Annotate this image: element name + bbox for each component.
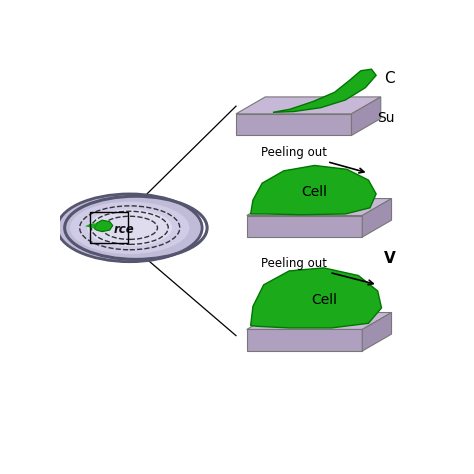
Polygon shape [247, 312, 392, 329]
Polygon shape [94, 220, 113, 232]
Polygon shape [251, 165, 376, 215]
Polygon shape [362, 199, 392, 237]
Polygon shape [273, 69, 376, 112]
Polygon shape [247, 329, 362, 351]
Text: Peeling out: Peeling out [261, 146, 364, 173]
Text: rce: rce [113, 223, 134, 236]
Polygon shape [85, 223, 97, 228]
Polygon shape [236, 97, 381, 114]
Text: Su: Su [377, 110, 394, 125]
Text: Cell: Cell [301, 185, 328, 200]
Text: Peeling out: Peeling out [261, 257, 373, 285]
Polygon shape [251, 268, 382, 328]
Polygon shape [236, 114, 352, 136]
Polygon shape [352, 97, 381, 136]
Polygon shape [247, 216, 362, 237]
Polygon shape [362, 312, 392, 351]
Ellipse shape [70, 201, 190, 254]
Ellipse shape [57, 194, 202, 262]
Text: Cell: Cell [311, 293, 337, 307]
Ellipse shape [87, 210, 172, 246]
Text: V: V [384, 251, 396, 266]
Polygon shape [247, 199, 392, 216]
Text: C: C [384, 71, 395, 86]
